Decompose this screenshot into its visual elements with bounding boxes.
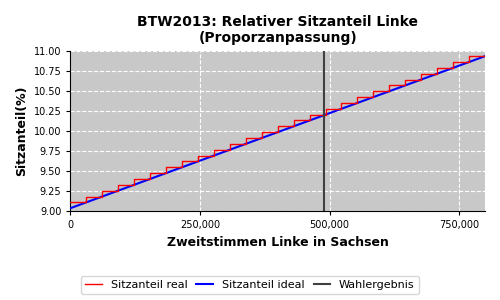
Sitzanteil real bbox=[466, 54, 472, 58]
Y-axis label: Sitzanteil(%): Sitzanteil(%) bbox=[15, 86, 28, 176]
Sitzanteil ideal bbox=[352, 102, 358, 106]
Sitzanteil ideal bbox=[250, 140, 256, 143]
Sitzanteil real bbox=[482, 54, 488, 58]
Sitzanteil real bbox=[450, 66, 456, 70]
Sitzanteil real bbox=[258, 130, 264, 134]
Legend: Sitzanteil real, Sitzanteil ideal, Wahlergebnis: Sitzanteil real, Sitzanteil ideal, Wahle… bbox=[81, 276, 419, 294]
Sitzanteil real bbox=[338, 107, 344, 111]
Line: Sitzanteil real: Sitzanteil real bbox=[70, 56, 485, 202]
Sitzanteil ideal bbox=[235, 145, 241, 148]
Sitzanteil ideal bbox=[398, 85, 404, 89]
Line: Sitzanteil ideal: Sitzanteil ideal bbox=[70, 56, 485, 208]
Sitzanteil ideal bbox=[482, 54, 488, 58]
Sitzanteil ideal bbox=[390, 88, 396, 92]
Sitzanteil ideal bbox=[110, 191, 116, 194]
X-axis label: Zweitstimmen Linke in Sachsen: Zweitstimmen Linke in Sachsen bbox=[166, 236, 388, 249]
Sitzanteil real bbox=[211, 148, 217, 152]
Sitzanteil real bbox=[322, 113, 328, 116]
Title: BTW2013: Relativer Sitzanteil Linke
(Proporzanpassung): BTW2013: Relativer Sitzanteil Linke (Pro… bbox=[137, 15, 418, 45]
Sitzanteil real bbox=[99, 189, 105, 193]
Sitzanteil ideal bbox=[68, 206, 73, 210]
Sitzanteil real bbox=[68, 201, 73, 204]
